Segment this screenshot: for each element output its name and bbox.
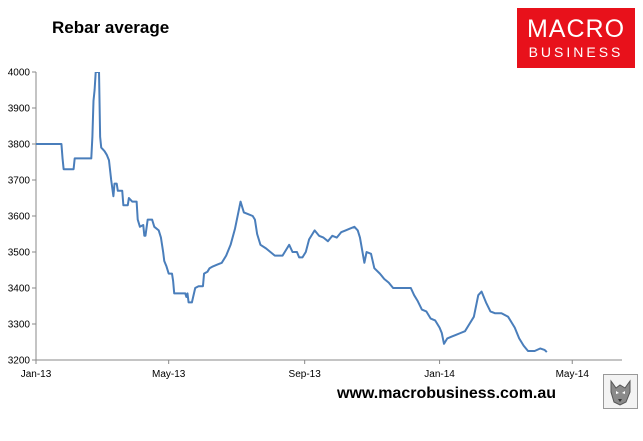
y-tick-label: 4000 <box>8 68 31 79</box>
y-tick-label: 3800 <box>8 140 31 151</box>
series-line-0 <box>36 72 548 353</box>
y-tick-label: 3600 <box>8 212 31 223</box>
logo-line-1: MACRO <box>526 15 626 43</box>
x-tick-label: Sep-13 <box>289 369 322 380</box>
series-layer <box>36 72 548 353</box>
chart-title: Rebar average <box>52 18 170 37</box>
wolf-emblem-icon <box>603 374 638 409</box>
x-tick-label: Jan-13 <box>21 369 52 380</box>
y-tick-label: 3200 <box>8 356 31 367</box>
y-tick-label: 3500 <box>8 248 31 259</box>
x-tick-label: Jan-14 <box>424 369 455 380</box>
y-tick-label: 3900 <box>8 104 31 115</box>
macrobusiness-logo: MACRO BUSINESS <box>517 8 635 68</box>
logo-line-2: BUSINESS <box>528 44 624 60</box>
y-tick-label: 3400 <box>8 284 31 295</box>
x-axis: Jan-13 May-13 Sep-13 Jan-14 May-14 <box>21 359 622 380</box>
y-tick-label: 3300 <box>8 320 31 331</box>
y-tick-label: 3700 <box>8 176 31 187</box>
y-axis: 3200 3300 3400 3500 3600 3700 3800 3900 4000 <box>8 68 37 367</box>
footer-url: www.macrobusiness.com.au <box>337 385 557 402</box>
x-tick-label: May-13 <box>152 369 186 380</box>
x-tick-label: May-14 <box>556 369 590 380</box>
